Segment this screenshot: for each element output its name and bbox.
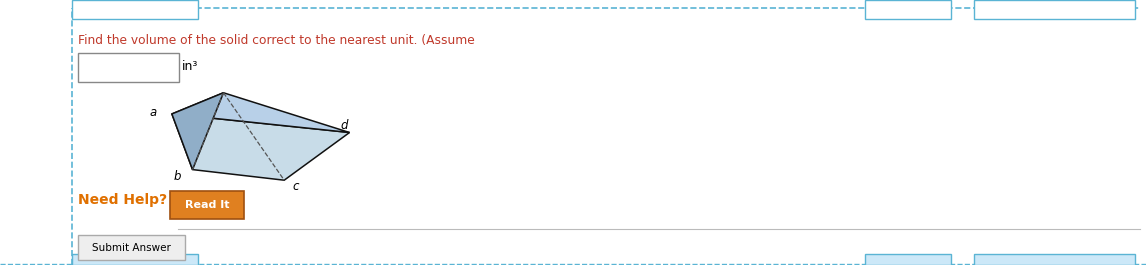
FancyBboxPatch shape (974, 0, 1135, 19)
FancyBboxPatch shape (78, 53, 179, 82)
Polygon shape (172, 93, 223, 170)
FancyBboxPatch shape (78, 235, 185, 260)
Text: Submit Answer: Submit Answer (92, 242, 171, 253)
Text: Find the volume of the solid correct to the nearest unit. (Assume: Find the volume of the solid correct to … (78, 34, 479, 47)
Text: in³: in³ (182, 60, 198, 73)
Text: Read It: Read It (185, 200, 229, 210)
Text: b: b (174, 170, 181, 183)
FancyBboxPatch shape (72, 0, 198, 19)
Text: a: a (150, 106, 157, 119)
Text: d: d (340, 119, 347, 132)
Polygon shape (172, 114, 350, 180)
FancyBboxPatch shape (865, 254, 951, 265)
FancyBboxPatch shape (170, 191, 244, 219)
Text: Need Help?: Need Help? (78, 193, 167, 207)
FancyBboxPatch shape (72, 254, 198, 265)
Polygon shape (172, 93, 350, 132)
FancyBboxPatch shape (865, 0, 951, 19)
Text: c: c (292, 180, 299, 193)
FancyBboxPatch shape (974, 254, 1135, 265)
